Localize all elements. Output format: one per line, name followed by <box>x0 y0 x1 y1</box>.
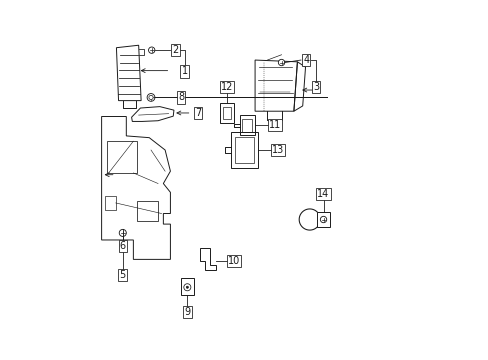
Text: 4: 4 <box>303 55 309 65</box>
Circle shape <box>186 286 188 288</box>
Circle shape <box>119 229 126 237</box>
Text: 12: 12 <box>220 82 233 92</box>
Text: 8: 8 <box>178 93 183 103</box>
Bar <box>242 119 252 132</box>
Bar <box>105 196 116 210</box>
Bar <box>137 201 158 221</box>
Circle shape <box>147 94 155 101</box>
Bar <box>239 116 255 135</box>
Bar <box>181 278 193 295</box>
Text: 10: 10 <box>227 256 240 266</box>
Text: 9: 9 <box>184 307 190 317</box>
Text: 13: 13 <box>271 145 284 155</box>
Bar <box>107 141 137 173</box>
Circle shape <box>148 95 153 100</box>
Circle shape <box>320 216 326 223</box>
Bar <box>222 107 231 119</box>
Text: 5: 5 <box>120 270 125 280</box>
Text: 6: 6 <box>120 241 125 251</box>
Bar <box>235 137 253 163</box>
Bar <box>219 103 233 123</box>
Text: 11: 11 <box>268 120 281 130</box>
Text: 3: 3 <box>312 82 319 92</box>
Text: 2: 2 <box>172 45 179 55</box>
Bar <box>231 132 257 168</box>
Bar <box>316 212 329 227</box>
Text: 14: 14 <box>317 189 329 199</box>
Text: 7: 7 <box>194 108 201 118</box>
Circle shape <box>278 59 284 66</box>
Text: 1: 1 <box>181 66 187 76</box>
Circle shape <box>148 47 155 53</box>
